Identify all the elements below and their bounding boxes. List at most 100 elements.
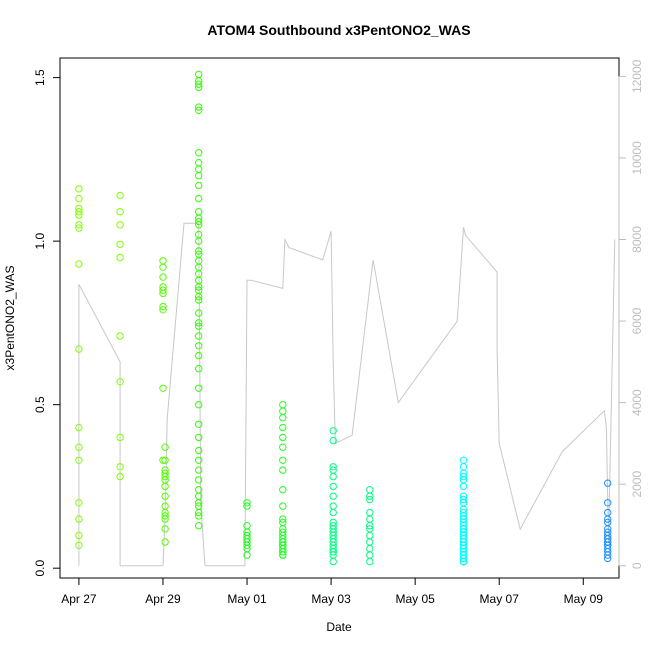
data-point	[159, 456, 167, 464]
data-point	[243, 499, 251, 507]
data-point	[366, 492, 374, 500]
chart-title: ATOM4 Southbound x3PentONO2_WAS	[207, 22, 470, 38]
data-point	[195, 466, 203, 474]
data-point	[159, 286, 167, 294]
data-point	[75, 456, 83, 464]
data-point	[195, 365, 203, 373]
data-point	[159, 306, 167, 314]
data-point	[195, 194, 203, 203]
data-point	[459, 476, 468, 484]
data-point	[75, 443, 83, 451]
y-tick-label: 0.0	[33, 560, 47, 577]
data-point	[159, 257, 167, 265]
data-point	[279, 414, 287, 422]
data-point	[366, 544, 374, 553]
x-tick-label: Apr 29	[145, 592, 181, 606]
data-point	[329, 508, 337, 517]
x-axis: Apr 27 Apr 29 May 01 May 03 May 05 May 07 May …	[61, 577, 603, 606]
data-point	[279, 407, 287, 415]
data-point	[195, 293, 203, 301]
data-point	[279, 466, 287, 474]
data-point	[116, 208, 124, 216]
data-point	[366, 522, 374, 530]
data-point	[366, 508, 374, 517]
data-point	[604, 554, 612, 563]
data-point	[161, 538, 169, 546]
x-tick-label: May 03	[311, 592, 351, 606]
y2-tick-label: 2000	[630, 471, 644, 498]
x-tick-label: May 07	[480, 592, 520, 606]
y-tick-label: 1.0	[33, 232, 47, 249]
data-point	[195, 476, 203, 484]
data-point	[116, 221, 124, 229]
data-point	[161, 492, 169, 500]
data-point	[459, 463, 468, 471]
data-point	[329, 557, 337, 566]
data-point	[75, 541, 83, 549]
y2-tick-label: 4000	[630, 389, 644, 416]
data-point	[195, 433, 203, 442]
data-point	[195, 384, 203, 392]
data-point	[459, 499, 468, 507]
data-point	[459, 472, 468, 481]
y-axis-label: x3PentONO2_WAS	[3, 266, 17, 371]
data-point	[195, 237, 203, 245]
x-axis-label: Date	[326, 620, 352, 634]
plot-frame	[59, 57, 620, 579]
data-point	[279, 551, 287, 559]
data-point	[195, 217, 203, 226]
data-point	[279, 423, 287, 432]
data-point	[366, 531, 374, 540]
data-point	[366, 551, 374, 559]
data-point	[459, 515, 468, 523]
data-point	[195, 319, 203, 327]
data-point	[459, 557, 468, 566]
data-point	[195, 80, 203, 88]
data-point	[604, 499, 612, 507]
y-tick-label: 0.5	[33, 396, 47, 413]
data-point	[195, 83, 203, 92]
data-point	[459, 495, 468, 504]
data-point	[161, 512, 169, 520]
data-point	[459, 544, 468, 553]
data-point	[279, 502, 287, 510]
points-group	[75, 70, 612, 566]
data-point	[75, 499, 83, 507]
data-point	[243, 541, 251, 549]
data-point	[161, 456, 169, 464]
data-point	[329, 482, 337, 491]
x-tick-label: Apr 27	[61, 592, 97, 606]
y2-axis: 0 2000 4000 6000 8000 10000 12000	[618, 59, 644, 569]
data-point	[279, 515, 287, 523]
data-point	[195, 172, 203, 180]
data-point	[329, 472, 337, 481]
y2-tick-label: 12000	[630, 59, 644, 93]
data-point	[75, 531, 83, 540]
data-point	[195, 512, 203, 520]
data-point	[459, 554, 468, 563]
data-point	[195, 456, 203, 464]
data-point	[243, 502, 251, 510]
data-point	[116, 463, 124, 471]
data-point	[75, 224, 83, 232]
y2-tick-label: 10000	[630, 141, 644, 175]
data-point	[604, 551, 612, 559]
data-point	[195, 208, 203, 216]
secondary-line	[78, 222, 616, 567]
data-point	[75, 221, 83, 229]
y-axis: 0.0 0.5 1.0 1.5	[33, 69, 61, 577]
data-point	[604, 479, 612, 487]
data-point	[75, 423, 83, 432]
data-point	[195, 342, 203, 350]
data-point	[195, 420, 203, 428]
data-point	[116, 240, 124, 249]
data-point	[195, 165, 203, 173]
data-point	[329, 436, 337, 445]
data-point	[195, 283, 203, 291]
data-point	[159, 289, 167, 298]
data-point	[195, 103, 203, 111]
data-point	[279, 456, 287, 464]
data-point	[75, 345, 83, 353]
y2-tick-label: 0	[630, 562, 644, 569]
data-point	[195, 309, 203, 317]
